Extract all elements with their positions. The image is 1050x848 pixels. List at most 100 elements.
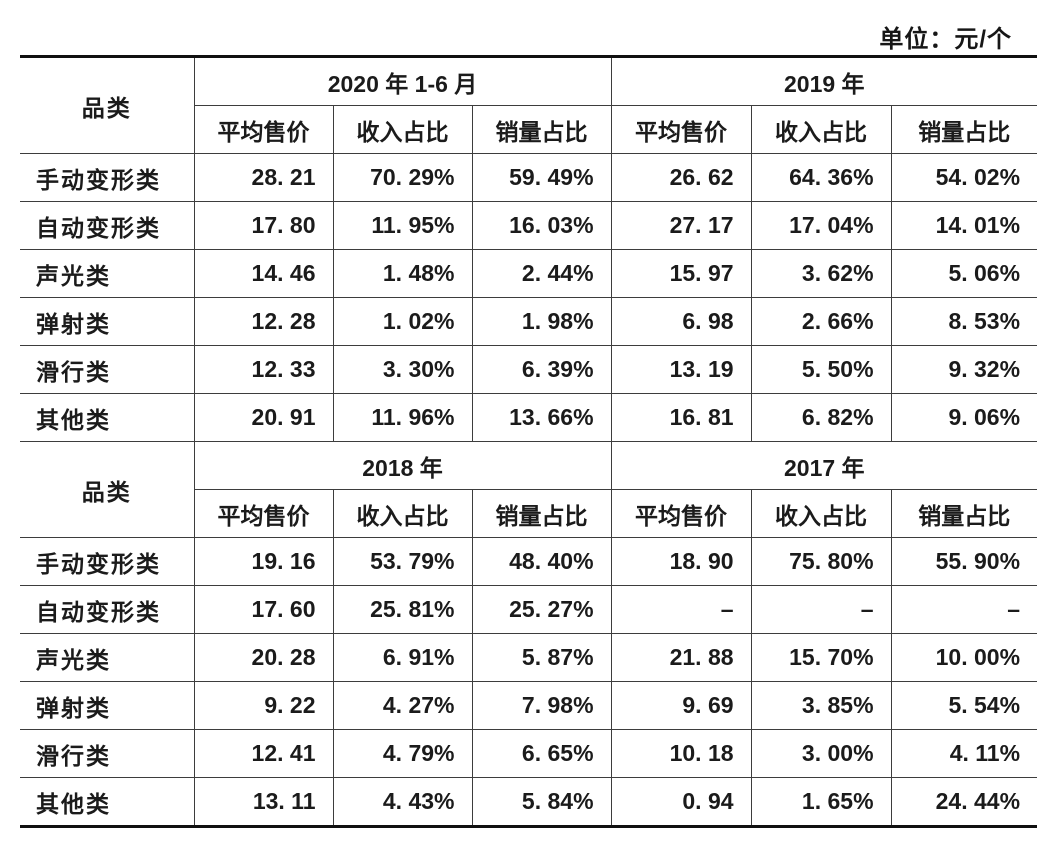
value-cell: 8. 53% xyxy=(890,297,1038,346)
metric-header-volume-share: 销量占比 xyxy=(890,105,1038,154)
value-cell: 64. 36% xyxy=(750,153,892,202)
value-cell: – xyxy=(750,585,892,634)
value-cell: 9. 06% xyxy=(890,393,1038,442)
value-cell: 14. 46 xyxy=(193,249,334,298)
value-cell: 18. 90 xyxy=(610,537,752,586)
value-cell: 16. 03% xyxy=(471,201,612,250)
value-cell: 53. 79% xyxy=(332,537,473,586)
value-cell: 4. 43% xyxy=(332,777,473,827)
value-cell: 3. 62% xyxy=(750,249,892,298)
table-row: 弹射类 9. 22 4. 27% 7. 98% 9. 69 3. 85% 5. … xyxy=(20,681,1038,730)
category-column-header: 品类 xyxy=(20,441,195,538)
value-cell: 4. 79% xyxy=(332,729,473,778)
value-cell: 4. 27% xyxy=(332,681,473,730)
header-row-periods-2: 品类 2018 年 2017 年 xyxy=(20,441,1038,538)
value-cell: 1. 02% xyxy=(332,297,473,346)
metric-header-avg-price: 平均售价 xyxy=(610,105,752,154)
value-cell: 70. 29% xyxy=(332,153,473,202)
value-cell: 5. 54% xyxy=(890,681,1038,730)
value-cell: 15. 97 xyxy=(610,249,752,298)
value-cell: – xyxy=(610,585,752,634)
value-cell: 21. 88 xyxy=(610,633,752,682)
metric-header-avg-price: 平均售价 xyxy=(610,489,752,538)
category-cell: 自动变形类 xyxy=(20,585,195,634)
metric-header-volume-share: 销量占比 xyxy=(471,105,612,154)
unit-label: 单位：元/个 xyxy=(879,26,1012,53)
table-row: 其他类 20. 91 11. 96% 13. 66% 16. 81 6. 82%… xyxy=(20,393,1038,442)
category-cell: 弹射类 xyxy=(20,681,195,730)
value-cell: 2. 66% xyxy=(750,297,892,346)
value-cell: 16. 81 xyxy=(610,393,752,442)
category-cell: 手动变形类 xyxy=(20,537,195,586)
table-row: 其他类 13. 11 4. 43% 5. 84% 0. 94 1. 65% 24… xyxy=(20,777,1038,827)
value-cell: 59. 49% xyxy=(471,153,612,202)
metric-header-revenue-share: 收入占比 xyxy=(332,105,473,154)
value-cell: 14. 01% xyxy=(890,201,1038,250)
value-cell: 6. 91% xyxy=(332,633,473,682)
value-cell: 1. 48% xyxy=(332,249,473,298)
value-cell: 6. 39% xyxy=(471,345,612,394)
category-cell: 滑行类 xyxy=(20,345,195,394)
value-cell: 10. 18 xyxy=(610,729,752,778)
value-cell: 5. 06% xyxy=(890,249,1038,298)
category-cell: 声光类 xyxy=(20,633,195,682)
category-cell: 滑行类 xyxy=(20,729,195,778)
value-cell: 25. 81% xyxy=(332,585,473,634)
category-cell: 其他类 xyxy=(20,393,195,442)
value-cell: 4. 11% xyxy=(890,729,1038,778)
value-cell: 20. 28 xyxy=(193,633,334,682)
price-share-table: 品类 2020 年 1-6 月 2019 年 平均售价 收入占比 销量占比 平均… xyxy=(20,55,1038,828)
value-cell: 5. 84% xyxy=(471,777,612,827)
value-cell: 17. 60 xyxy=(193,585,334,634)
category-cell: 声光类 xyxy=(20,249,195,298)
period-header-2020h1: 2020 年 1-6 月 xyxy=(193,56,612,106)
metric-header-volume-share: 销量占比 xyxy=(471,489,612,538)
value-cell: 12. 28 xyxy=(193,297,334,346)
value-cell: 28. 21 xyxy=(193,153,334,202)
value-cell: 0. 94 xyxy=(610,777,752,827)
value-cell: 13. 19 xyxy=(610,345,752,394)
value-cell: 26. 62 xyxy=(610,153,752,202)
value-cell: 6. 82% xyxy=(750,393,892,442)
value-cell: 9. 69 xyxy=(610,681,752,730)
table-row: 弹射类 12. 28 1. 02% 1. 98% 6. 98 2. 66% 8.… xyxy=(20,297,1038,346)
value-cell: 11. 95% xyxy=(332,201,473,250)
header-row-metrics-2: 平均售价 收入占比 销量占比 平均售价 收入占比 销量占比 xyxy=(20,489,1038,538)
value-cell: 48. 40% xyxy=(471,537,612,586)
value-cell: 9. 22 xyxy=(193,681,334,730)
value-cell: 54. 02% xyxy=(890,153,1038,202)
value-cell: 5. 87% xyxy=(471,633,612,682)
period-header-2018: 2018 年 xyxy=(193,441,612,490)
value-cell: 12. 41 xyxy=(193,729,334,778)
category-column-header: 品类 xyxy=(20,56,195,154)
period-header-2019: 2019 年 xyxy=(610,56,1038,106)
table-row: 滑行类 12. 33 3. 30% 6. 39% 13. 19 5. 50% 9… xyxy=(20,345,1038,394)
value-cell: 10. 00% xyxy=(890,633,1038,682)
value-cell: 7. 98% xyxy=(471,681,612,730)
metric-header-volume-share: 销量占比 xyxy=(890,489,1038,538)
value-cell: 2. 44% xyxy=(471,249,612,298)
value-cell: 75. 80% xyxy=(750,537,892,586)
value-cell: 1. 65% xyxy=(750,777,892,827)
table-row: 滑行类 12. 41 4. 79% 6. 65% 10. 18 3. 00% 4… xyxy=(20,729,1038,778)
table-row: 手动变形类 28. 21 70. 29% 59. 49% 26. 62 64. … xyxy=(20,153,1038,202)
value-cell: 9. 32% xyxy=(890,345,1038,394)
value-cell: 3. 00% xyxy=(750,729,892,778)
metric-header-avg-price: 平均售价 xyxy=(193,105,334,154)
value-cell: – xyxy=(890,585,1038,634)
table-row: 自动变形类 17. 60 25. 81% 25. 27% – – – xyxy=(20,585,1038,634)
value-cell: 17. 80 xyxy=(193,201,334,250)
category-cell: 手动变形类 xyxy=(20,153,195,202)
table-row: 声光类 20. 28 6. 91% 5. 87% 21. 88 15. 70% … xyxy=(20,633,1038,682)
value-cell: 1. 98% xyxy=(471,297,612,346)
value-cell: 6. 65% xyxy=(471,729,612,778)
value-cell: 12. 33 xyxy=(193,345,334,394)
value-cell: 25. 27% xyxy=(471,585,612,634)
category-cell: 弹射类 xyxy=(20,297,195,346)
value-cell: 5. 50% xyxy=(750,345,892,394)
metric-header-avg-price: 平均售价 xyxy=(193,489,334,538)
value-cell: 20. 91 xyxy=(193,393,334,442)
value-cell: 13. 11 xyxy=(193,777,334,827)
value-cell: 55. 90% xyxy=(890,537,1038,586)
